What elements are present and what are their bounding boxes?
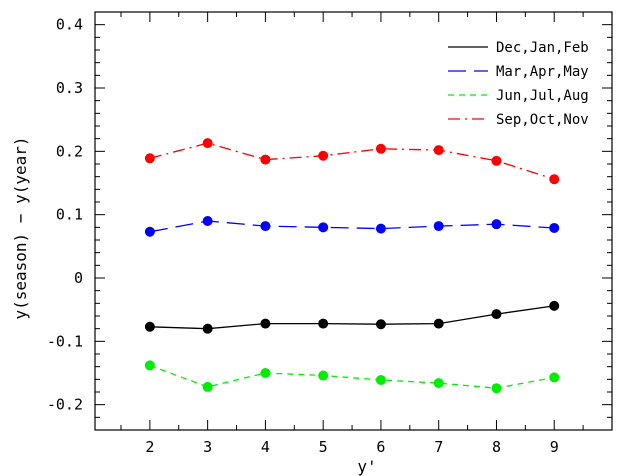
y-axis-title: y(season) − y(year) xyxy=(11,136,30,319)
legend-label-dec-jan-feb: Dec,Jan,Feb xyxy=(496,40,589,56)
data-point xyxy=(144,321,155,332)
data-point xyxy=(260,221,271,232)
data-point xyxy=(375,374,386,385)
series-layer xyxy=(144,138,560,394)
data-point xyxy=(260,318,271,329)
data-point xyxy=(433,145,444,156)
series-line xyxy=(149,220,555,233)
data-point xyxy=(433,378,444,389)
ticks-layer: 2 3 4 5 6 7 8 9 -0.2 -0.1 0 0.1 0.2 0.3 0.4 xyxy=(47,11,612,456)
data-point xyxy=(375,223,386,234)
series-line xyxy=(149,364,555,389)
x-tick-label: 3 xyxy=(203,438,212,456)
data-point xyxy=(260,154,271,165)
data-point xyxy=(433,221,444,232)
y-tick-label: 0.2 xyxy=(56,142,83,160)
x-tick-label: 7 xyxy=(434,438,443,456)
data-point xyxy=(375,143,386,154)
x-tick-label: 9 xyxy=(550,438,559,456)
series-mar-apr-may xyxy=(144,216,560,237)
data-point xyxy=(491,219,502,230)
series-line xyxy=(149,142,555,180)
data-point xyxy=(318,318,329,329)
data-point xyxy=(318,370,329,381)
series-jun-jul-aug xyxy=(144,360,560,394)
y-tick-label: 0.3 xyxy=(56,79,83,97)
y-tick-label: 0.4 xyxy=(56,16,83,34)
data-point xyxy=(202,323,213,334)
data-point xyxy=(549,174,560,185)
data-point xyxy=(202,381,213,392)
y-tick-label: -0.1 xyxy=(47,332,83,350)
x-tick-label: 4 xyxy=(261,438,270,456)
data-point xyxy=(202,138,213,149)
x-axis-title: y' xyxy=(357,457,376,476)
data-point xyxy=(491,383,502,394)
plot-frame xyxy=(94,11,613,431)
data-point xyxy=(318,222,329,233)
data-point xyxy=(549,372,560,383)
data-point xyxy=(318,150,329,161)
data-point xyxy=(144,226,155,237)
data-point xyxy=(491,155,502,166)
data-point xyxy=(549,222,560,233)
y-tick-label: -0.2 xyxy=(47,396,83,414)
data-point xyxy=(491,309,502,320)
data-point xyxy=(260,368,271,378)
legend-label-sep-oct-nov: Sep,Oct,Nov xyxy=(496,112,589,128)
plot-frame-layer xyxy=(94,11,613,431)
y-tick-label: 0 xyxy=(74,269,83,287)
x-tick-label: 6 xyxy=(376,438,385,456)
data-point xyxy=(375,319,386,330)
x-tick-label: 5 xyxy=(319,438,328,456)
legend-label-jun-jul-aug: Jun,Jul,Aug xyxy=(496,88,589,104)
data-point xyxy=(202,216,213,226)
series-sep-oct-nov xyxy=(144,138,560,185)
data-point xyxy=(433,318,444,329)
legend: Dec,Jan,Feb Mar,Apr,May Jun,Jul,Aug Sep,Oct… xyxy=(448,40,589,128)
y-tick-label: 0.1 xyxy=(56,206,83,224)
data-point xyxy=(549,300,560,311)
data-point xyxy=(144,360,155,371)
data-point xyxy=(144,153,155,164)
x-tick-label: 2 xyxy=(145,438,154,456)
series-line xyxy=(149,305,555,330)
x-tick-label: 8 xyxy=(492,438,501,456)
series-dec-jan-feb xyxy=(144,300,560,334)
legend-label-mar-apr-may: Mar,Apr,May xyxy=(496,64,589,80)
